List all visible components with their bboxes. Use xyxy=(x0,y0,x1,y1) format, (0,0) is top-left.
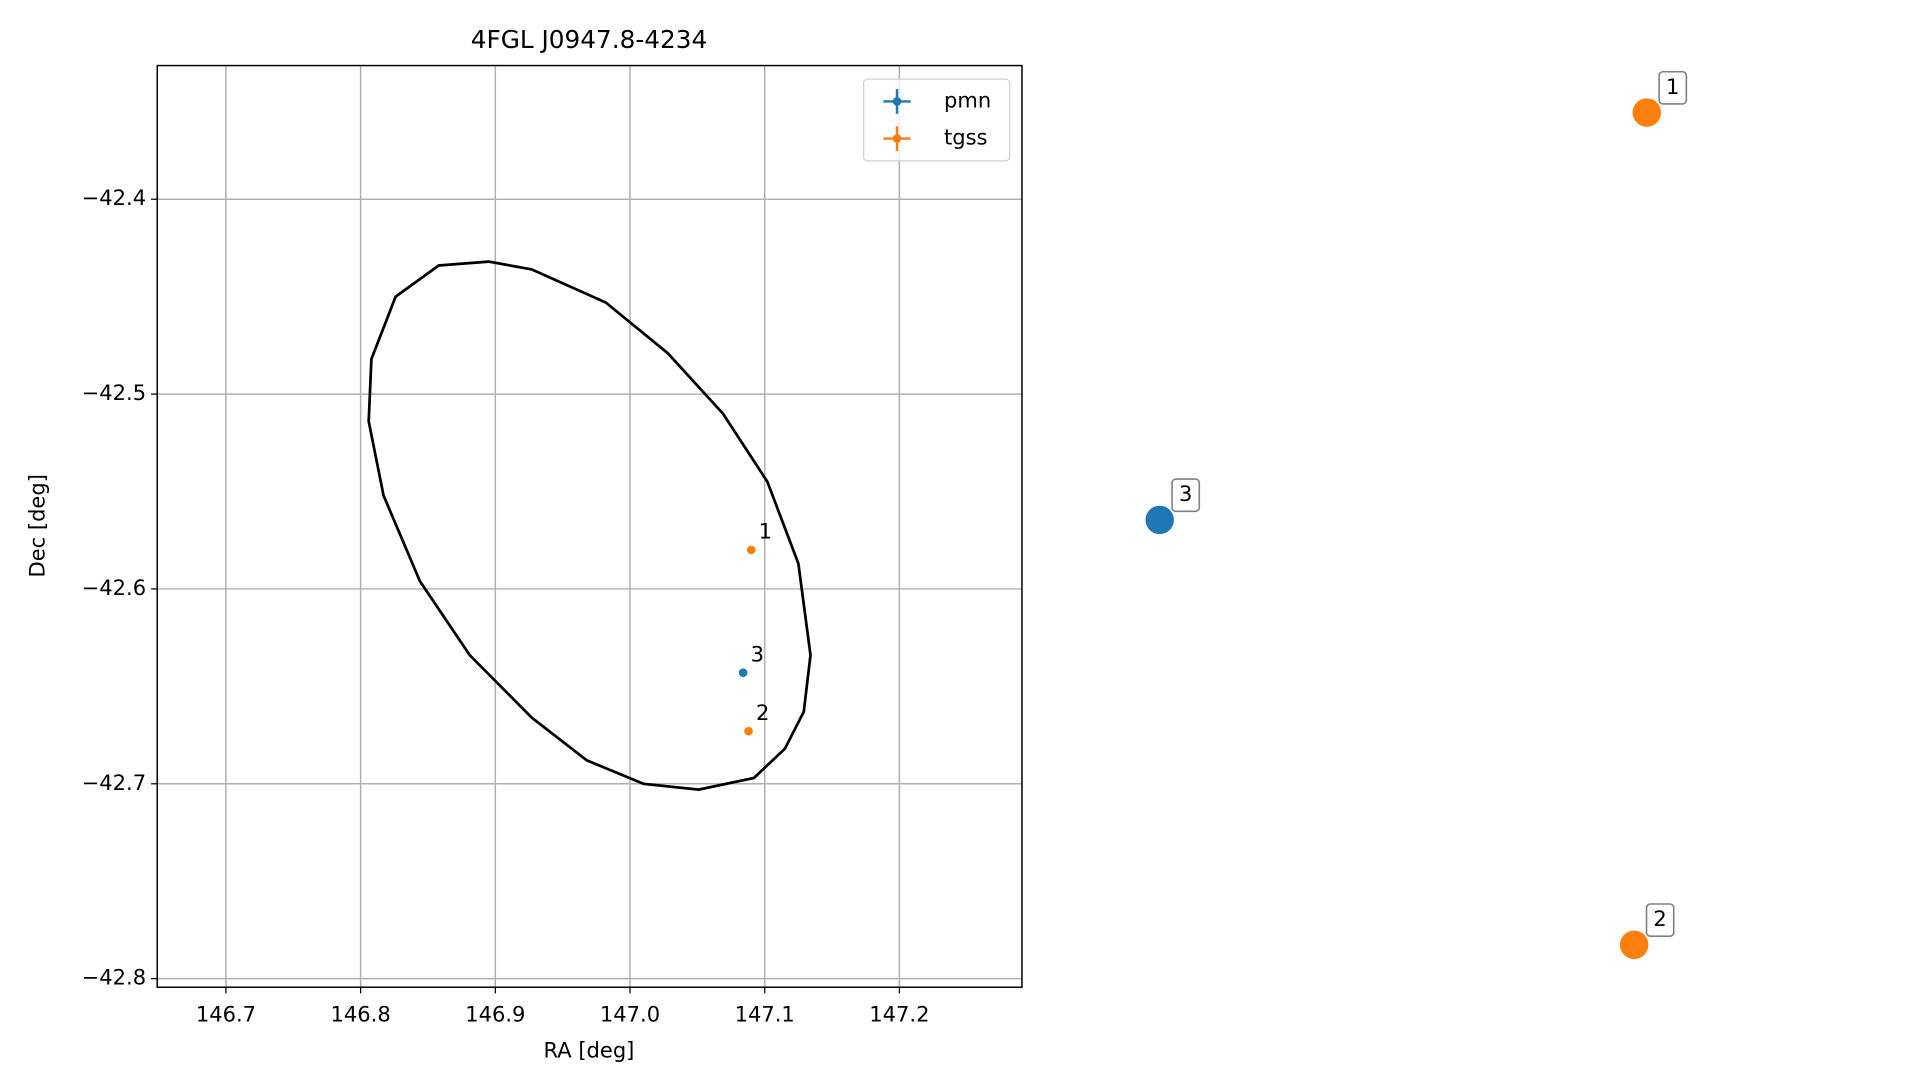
x-tick-label: 147.2 xyxy=(869,1002,929,1027)
point xyxy=(1145,505,1174,535)
point-label: 3 xyxy=(1179,481,1192,506)
y-tick-label: −42.4 xyxy=(82,185,146,210)
legend-marker xyxy=(892,97,902,106)
point-label: 1 xyxy=(759,519,772,544)
label-box xyxy=(1171,478,1201,513)
point-label: 3 xyxy=(751,641,764,666)
x-axis-label: RA [deg] xyxy=(544,1038,635,1063)
point xyxy=(746,545,756,555)
y-tick-label: −42.7 xyxy=(82,770,146,795)
legend-label: tgss xyxy=(944,125,987,150)
y-tick-label: −42.5 xyxy=(82,380,146,405)
point xyxy=(744,726,753,736)
y-tick-label: −42.6 xyxy=(82,575,146,600)
plot-frame xyxy=(156,64,1023,988)
x-tick-label: 146.7 xyxy=(196,1002,256,1027)
label-box xyxy=(1658,70,1688,105)
x-tick-label: 146.8 xyxy=(331,1002,391,1027)
point xyxy=(1619,930,1649,960)
point-label: 1 xyxy=(1666,74,1679,99)
y-axis-label: Dec [deg] xyxy=(24,474,49,577)
error-ellipse xyxy=(367,260,812,792)
point-label: 2 xyxy=(756,700,769,725)
legend-label: pmn xyxy=(944,87,991,112)
point xyxy=(738,668,748,678)
chart-title: 4FGL J0947.8-4234 xyxy=(471,25,708,54)
x-tick-label: 147.1 xyxy=(735,1002,795,1027)
point xyxy=(1632,98,1661,127)
point-label: 2 xyxy=(1653,906,1666,931)
y-tick-label: −42.8 xyxy=(82,965,146,990)
x-tick-label: 147.0 xyxy=(600,1002,660,1027)
x-tick-label: 146.9 xyxy=(465,1002,525,1027)
legend-marker xyxy=(892,134,902,143)
label-box xyxy=(1645,903,1675,937)
